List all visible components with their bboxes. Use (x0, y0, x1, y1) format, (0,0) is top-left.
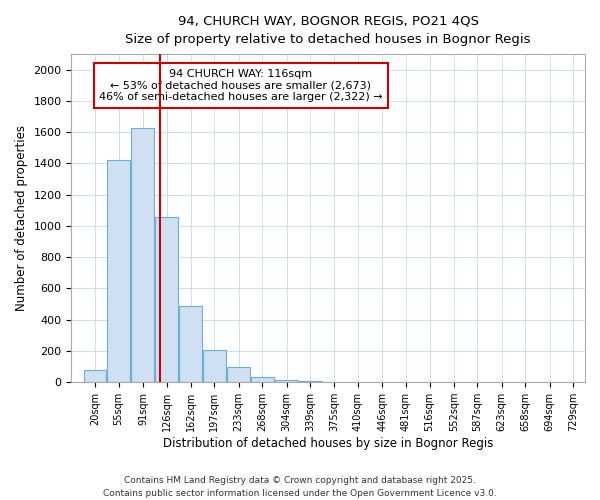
Bar (131, 128, 154, 382)
Bar (155, 216, 178, 382)
X-axis label: Distribution of detached houses by size in Bognor Regis: Distribution of detached houses by size … (163, 437, 493, 450)
Text: Contains HM Land Registry data © Crown copyright and database right 2025.
Contai: Contains HM Land Registry data © Crown c… (103, 476, 497, 498)
Bar (227, 366, 250, 382)
Bar (83, 370, 106, 382)
Bar (107, 160, 130, 382)
Text: 94 CHURCH WAY: 116sqm
← 53% of detached houses are smaller (2,673)
46% of semi-d: 94 CHURCH WAY: 116sqm ← 53% of detached … (99, 69, 383, 102)
Title: 94, CHURCH WAY, BOGNOR REGIS, PO21 4QS
Size of property relative to detached hou: 94, CHURCH WAY, BOGNOR REGIS, PO21 4QS S… (125, 15, 531, 46)
Bar (251, 377, 274, 382)
Y-axis label: Number of detached properties: Number of detached properties (15, 125, 28, 311)
Bar (275, 380, 298, 382)
Bar (203, 350, 226, 382)
Bar (179, 306, 202, 382)
